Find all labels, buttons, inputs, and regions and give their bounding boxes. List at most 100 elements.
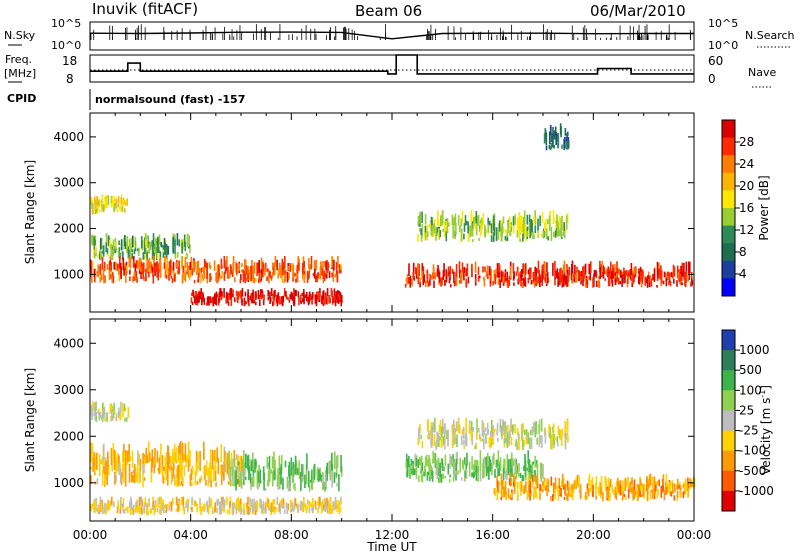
velocity-data-mark xyxy=(517,492,519,499)
power-data-mark xyxy=(544,272,547,283)
velocity-data-mark xyxy=(135,473,138,481)
velocity-data-mark xyxy=(493,453,495,465)
power-data-mark xyxy=(657,269,659,279)
power-data-mark xyxy=(310,264,313,270)
velocity-data-mark xyxy=(331,506,334,514)
velocity-data-mark xyxy=(598,490,600,496)
velocity-data-mark xyxy=(407,458,410,468)
power-data-mark xyxy=(295,289,297,296)
velocity-data-mark xyxy=(281,504,284,509)
power-data-mark xyxy=(117,250,120,259)
velocity-data-mark xyxy=(239,472,242,476)
power-data-mark xyxy=(214,293,216,297)
power-data-mark xyxy=(318,293,321,300)
power-data-mark xyxy=(448,222,450,227)
power-data-mark xyxy=(556,134,559,143)
power-data-mark xyxy=(140,265,142,279)
velocity-data-mark xyxy=(165,504,168,511)
velocity-data-mark xyxy=(301,464,303,477)
velocity-data-mark xyxy=(206,500,208,506)
velocity-data-mark xyxy=(597,486,600,493)
velocity-data-mark xyxy=(312,497,314,508)
power-data-mark xyxy=(487,224,489,234)
velocity-data-mark xyxy=(249,507,252,512)
power-data-mark xyxy=(129,269,131,275)
power-data-mark xyxy=(549,125,552,135)
power-data-mark xyxy=(684,279,687,288)
velocity-data-mark xyxy=(220,469,223,485)
velocity-data-mark xyxy=(457,470,459,475)
power-data-mark xyxy=(334,299,337,307)
power-data-mark xyxy=(282,301,284,306)
power-data-mark xyxy=(614,278,617,286)
velocity-data-mark xyxy=(177,465,179,486)
velocity-data-mark xyxy=(156,507,159,513)
power-data-mark xyxy=(556,268,559,279)
velocity-data-mark xyxy=(553,434,555,445)
power-data-mark xyxy=(144,233,147,245)
power-data-mark xyxy=(145,239,147,248)
velocity-data-mark xyxy=(279,468,281,475)
power-data-mark xyxy=(630,263,633,276)
velocity-data-mark xyxy=(436,431,438,443)
velocity-data-mark xyxy=(253,498,255,509)
velocity-data-mark xyxy=(245,453,247,468)
power-data-mark xyxy=(151,242,153,247)
velocity-data-mark xyxy=(262,500,265,510)
power-data-mark xyxy=(482,212,485,226)
power-data-mark xyxy=(418,263,420,276)
power-data-mark xyxy=(433,219,436,228)
power-data-mark xyxy=(226,292,228,299)
velocity-data-mark xyxy=(156,450,159,463)
velocity-data-mark xyxy=(167,465,169,486)
velocity-data-mark xyxy=(95,401,97,412)
power-data-mark xyxy=(681,271,683,282)
velocity-data-mark xyxy=(691,482,693,487)
velocity-data-mark xyxy=(485,433,487,444)
power-data-mark xyxy=(592,277,594,288)
power-data-mark xyxy=(690,281,692,287)
power-data-mark xyxy=(513,282,515,286)
velocity-data-mark xyxy=(213,465,215,482)
power-data-mark xyxy=(535,275,538,285)
power-data-mark xyxy=(191,292,193,296)
power-data-mark xyxy=(279,296,281,305)
power-data-mark xyxy=(132,276,134,283)
power-data-mark xyxy=(163,237,166,250)
velocity-data-mark xyxy=(622,491,624,499)
velocity-data-mark xyxy=(122,497,125,507)
power-data-mark xyxy=(252,279,255,283)
velocity-label-close: ] xyxy=(759,385,773,390)
power-data-mark xyxy=(658,268,661,276)
power-data-mark xyxy=(405,278,408,283)
power-data-mark xyxy=(123,208,126,213)
power-data-mark xyxy=(169,263,172,276)
velocity-data-mark xyxy=(540,473,542,482)
power-data-mark xyxy=(532,272,535,278)
velocity-data-mark xyxy=(102,504,104,514)
power-data-mark xyxy=(297,291,300,298)
velocity-data-mark xyxy=(531,426,534,436)
velocity-data-mark xyxy=(326,497,328,507)
power-data-mark xyxy=(310,256,313,268)
power-data-mark xyxy=(533,217,536,224)
power-data-mark xyxy=(153,265,156,271)
power-data-mark xyxy=(195,299,197,304)
power-data-mark xyxy=(522,263,524,274)
power-data-mark xyxy=(321,295,323,305)
power-data-mark xyxy=(561,278,564,285)
velocity-data-mark xyxy=(218,501,221,511)
velocity-data-mark xyxy=(122,403,124,411)
velocity-data-mark xyxy=(526,467,529,471)
power-data-mark xyxy=(474,220,477,231)
power-data-mark xyxy=(455,275,458,286)
velocity-data-mark xyxy=(96,508,98,512)
velocity-data-mark xyxy=(595,482,597,493)
velocity-data-mark xyxy=(673,483,676,488)
velocity-data-mark xyxy=(221,464,224,477)
velocity-data-mark xyxy=(240,479,243,487)
power-data-mark xyxy=(341,295,343,304)
velocity-data-mark xyxy=(558,478,560,489)
power-data-mark xyxy=(329,297,331,304)
